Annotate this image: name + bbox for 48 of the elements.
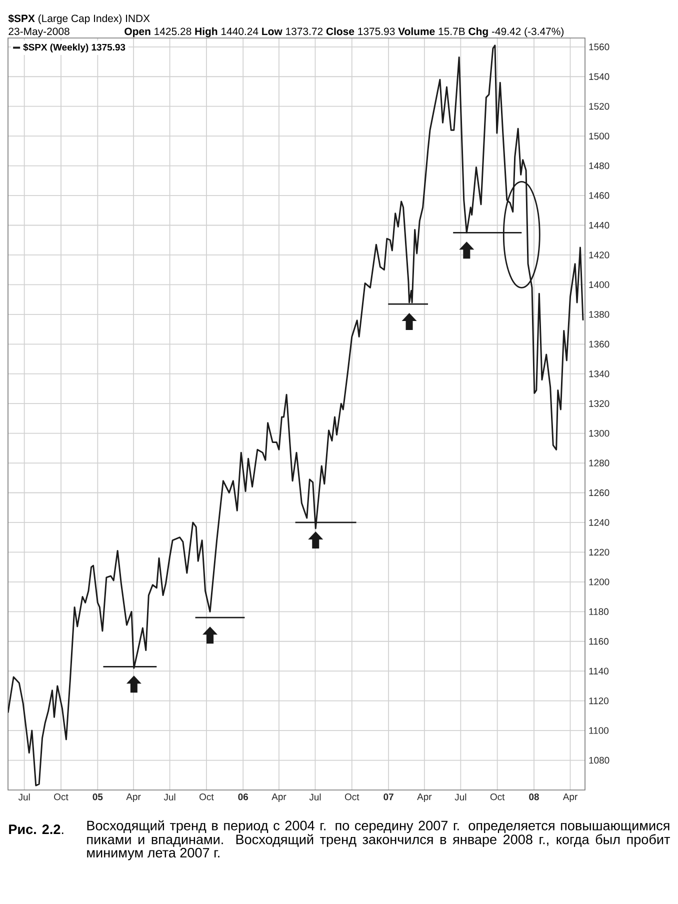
- y-tick-label: 1320: [589, 400, 610, 407]
- x-tick-label: Oct: [490, 794, 505, 800]
- x-tick-label: 07: [384, 794, 394, 800]
- x-tick-label: Oct: [200, 794, 214, 800]
- chart-subtitle: 23-May-2008: [8, 28, 70, 38]
- text: Восходящий тренд в период с 2004 г. по середину 2007 г. определяется повышающимися пиками и впадинами. Восходящий тренд закончился в январе 2008 г., когда был пробит минимум лета 2007 г.: [87, 820, 670, 860]
- y-tick-label: 1400: [589, 281, 610, 288]
- y-tick-label: 1160: [589, 638, 608, 645]
- y-tick-label: 1520: [589, 103, 610, 110]
- y-tick-label: 1100: [589, 727, 608, 734]
- y-tick-label: 1140: [589, 668, 608, 674]
- text: Рис. 2.2.: [9, 824, 64, 834]
- x-tick-label: 08: [529, 794, 539, 800]
- y-tick-label: 1080: [589, 756, 610, 764]
- y-tick-label: 1480: [589, 162, 610, 170]
- x-tick-label: Jul: [18, 794, 30, 800]
- y-tick-label: 1280: [589, 460, 610, 466]
- line-series: [8, 44, 584, 786]
- y-tick-label: 1360: [589, 340, 610, 348]
- x-tick-label: Apr: [272, 794, 286, 802]
- y-tick-label: 1260: [589, 489, 610, 496]
- x-tick-label: Jul: [164, 794, 176, 800]
- y-tick-label: 1340: [589, 370, 610, 378]
- x-tick-label: Apr: [126, 794, 141, 802]
- x-tick-label: Apr: [417, 794, 432, 802]
- y-tick-label: 1380: [589, 311, 610, 318]
- y-tick-label: 1300: [589, 430, 610, 437]
- x-tick-label: 05: [92, 794, 103, 800]
- y-tick-label: 1560: [589, 44, 610, 50]
- y-tick-label: 1540: [589, 73, 610, 80]
- x-tick-label: Apr: [562, 794, 578, 802]
- y-tick-label: 1200: [589, 578, 610, 586]
- x-tick-label: Oct: [54, 794, 68, 800]
- y-tick-label: 1460: [589, 192, 610, 199]
- y-tick-label: 1120: [589, 697, 608, 704]
- y-tick-label: 1500: [589, 132, 610, 140]
- legend-label: $SPX (Weekly) 1375.93: [23, 43, 126, 52]
- y-tick-label: 1180: [589, 608, 608, 615]
- y-tick-label: 1420: [589, 252, 610, 258]
- y-tick-label: 1220: [589, 548, 610, 556]
- x-tick-label: Oct: [344, 794, 360, 800]
- x-tick-label: 06: [238, 794, 248, 800]
- x-tick-label: Jul: [309, 794, 321, 800]
- y-tick-label: 1440: [589, 222, 610, 229]
- chart-title: $SPX (Large Cap Index) INDX: [8, 14, 150, 24]
- text: Open 1425.28 High 1440.24 Low 1373.72 Close 1375.93 Volume 15.7B Chg -49.42 (-3.47%): [124, 27, 564, 38]
- x-tick-label: Jul: [454, 794, 466, 800]
- y-tick-label: 1240: [589, 519, 610, 526]
